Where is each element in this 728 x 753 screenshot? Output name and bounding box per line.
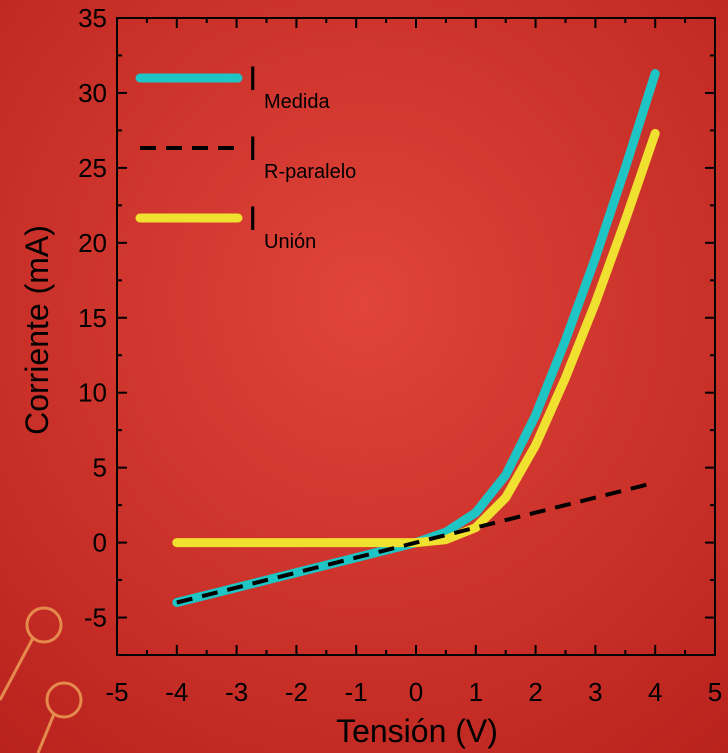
y-tick-label: 10 bbox=[78, 378, 107, 408]
y-tick-label: -5 bbox=[84, 603, 107, 633]
x-tick-label: -5 bbox=[105, 677, 128, 707]
x-tick-label: 0 bbox=[409, 677, 423, 707]
series-line bbox=[172, 69, 660, 607]
x-tick-label: -1 bbox=[345, 677, 368, 707]
y-tick-label: 35 bbox=[78, 3, 107, 33]
x-tick-label: -3 bbox=[225, 677, 248, 707]
y-tick-label: 30 bbox=[78, 78, 107, 108]
x-tick-label: 3 bbox=[588, 677, 602, 707]
x-tick-label: -2 bbox=[285, 677, 308, 707]
y-tick-label: 5 bbox=[93, 453, 107, 483]
legend-label: I bbox=[248, 130, 257, 168]
x-tick-label: 2 bbox=[528, 677, 542, 707]
x-tick-label: 4 bbox=[648, 677, 662, 707]
y-tick-label: 0 bbox=[93, 528, 107, 558]
x-tick-label: 1 bbox=[469, 677, 483, 707]
plot-frame bbox=[116, 17, 716, 656]
x-axis-label: Tensión (V) bbox=[336, 713, 498, 749]
y-axis-label: Corriente (mA) bbox=[19, 225, 55, 435]
legend-subscript: Medida bbox=[264, 91, 330, 113]
x-tick-label: -4 bbox=[165, 677, 188, 707]
series-line bbox=[176, 480, 656, 605]
y-tick-label: 25 bbox=[78, 153, 107, 183]
series-line bbox=[172, 128, 660, 548]
y-tick-label: 15 bbox=[78, 303, 107, 333]
x-tick-label: 5 bbox=[708, 677, 722, 707]
decoration bbox=[0, 606, 83, 753]
legend-label: I bbox=[248, 200, 257, 238]
y-tick-label: 20 bbox=[78, 228, 107, 258]
legend-subscript: Unión bbox=[264, 231, 316, 253]
legend-label: I bbox=[248, 60, 257, 98]
legend-subscript: R-paralelo bbox=[264, 161, 356, 183]
